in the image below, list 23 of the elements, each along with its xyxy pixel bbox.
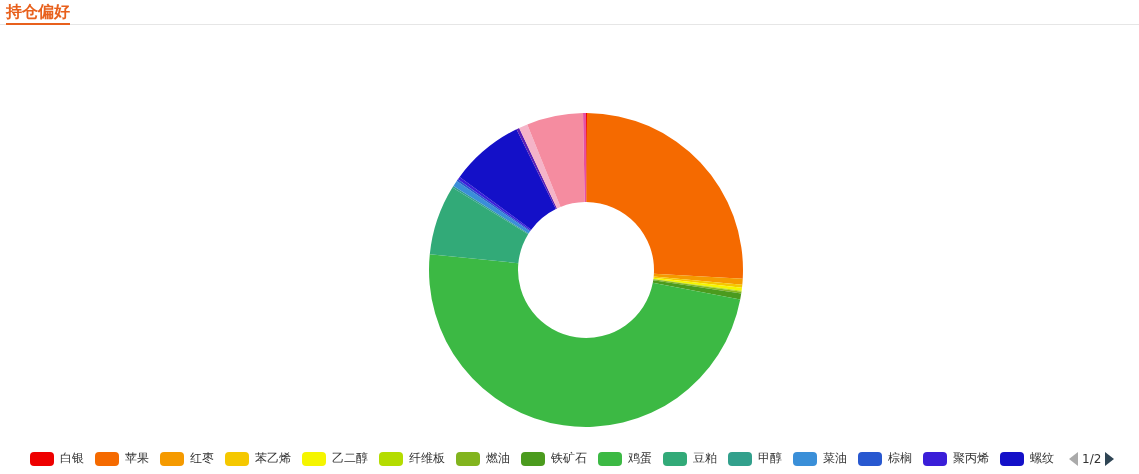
legend-label: 燃油 — [486, 450, 510, 467]
legend-label: 菜油 — [823, 450, 847, 467]
legend-label: 苯乙烯 — [255, 450, 291, 467]
legend-label: 聚丙烯 — [953, 450, 989, 467]
legend-label: 螺纹 — [1030, 450, 1054, 467]
donut-slice — [586, 113, 743, 279]
legend-label: 铁矿石 — [551, 450, 587, 467]
legend-label: 纤维板 — [409, 450, 445, 467]
legend-label: 豆粕 — [693, 450, 717, 467]
text: 1/2 — [1082, 451, 1102, 466]
legend-label: 白银 — [60, 450, 84, 467]
legend-label: 红枣 — [190, 450, 214, 467]
donut-slice — [527, 113, 585, 207]
legend-label: 乙二醇 — [332, 450, 368, 467]
legend-label: 鸡蛋 — [628, 450, 652, 467]
donut-slice — [429, 254, 741, 427]
donut-slice — [652, 280, 742, 300]
donut-slice — [429, 187, 529, 264]
legend-label: 棕榈 — [888, 450, 912, 467]
legend-label: 甲醇 — [758, 450, 782, 467]
legend-label: 苹果 — [125, 450, 149, 467]
chart-title: 持仓偏好 — [6, 2, 70, 25]
donut-slice — [459, 129, 556, 230]
